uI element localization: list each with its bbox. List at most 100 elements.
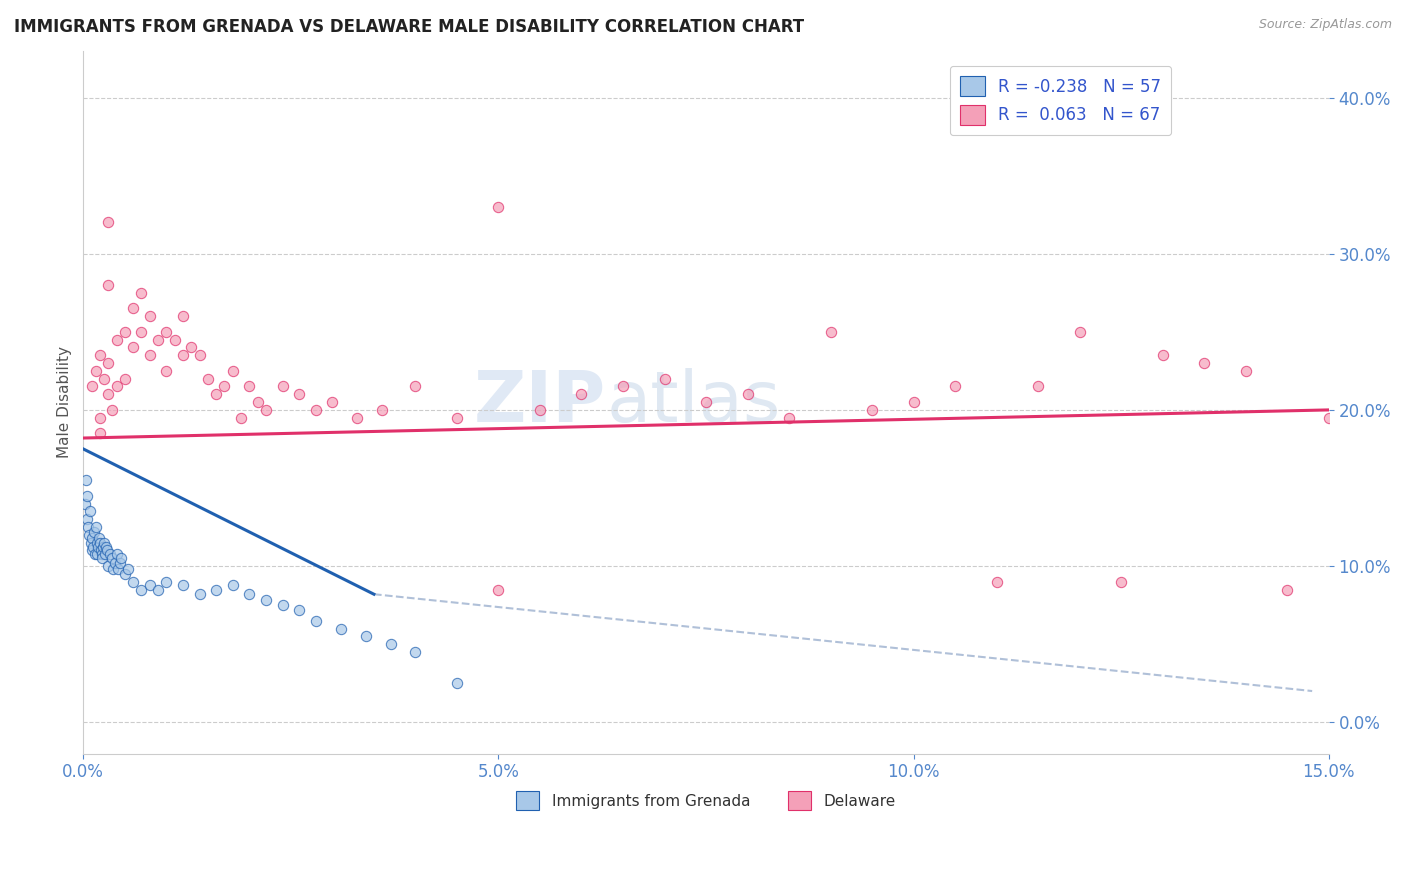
Text: Source: ZipAtlas.com: Source: ZipAtlas.com bbox=[1258, 18, 1392, 31]
Point bbox=[172, 309, 194, 323]
Point bbox=[1277, 582, 1299, 597]
Point bbox=[238, 587, 260, 601]
Point bbox=[155, 325, 177, 339]
Point bbox=[138, 348, 160, 362]
Point bbox=[197, 372, 219, 386]
Point bbox=[1317, 410, 1340, 425]
Point bbox=[571, 387, 593, 401]
Point bbox=[97, 277, 120, 292]
Point bbox=[114, 566, 136, 581]
Point bbox=[90, 543, 112, 558]
Point bbox=[97, 356, 120, 370]
Point bbox=[84, 547, 107, 561]
Point bbox=[82, 541, 104, 555]
Point bbox=[205, 582, 228, 597]
Point bbox=[114, 325, 136, 339]
Point bbox=[778, 410, 800, 425]
Text: IMMIGRANTS FROM GRENADA VS DELAWARE MALE DISABILITY CORRELATION CHART: IMMIGRANTS FROM GRENADA VS DELAWARE MALE… bbox=[14, 18, 804, 36]
Point bbox=[654, 372, 676, 386]
Point bbox=[105, 333, 128, 347]
Point bbox=[188, 587, 211, 601]
Point bbox=[108, 556, 131, 570]
Point bbox=[1192, 356, 1215, 370]
Point bbox=[612, 379, 634, 393]
Point bbox=[404, 379, 426, 393]
Point bbox=[820, 325, 842, 339]
Point bbox=[222, 578, 245, 592]
Point bbox=[488, 582, 510, 597]
Point bbox=[100, 551, 122, 566]
Point bbox=[76, 512, 98, 526]
Point bbox=[446, 676, 468, 690]
Point bbox=[96, 543, 118, 558]
Point bbox=[737, 387, 759, 401]
Point bbox=[860, 403, 883, 417]
Point bbox=[101, 562, 124, 576]
Point bbox=[89, 535, 111, 549]
Point bbox=[80, 535, 103, 549]
Point bbox=[288, 603, 311, 617]
Point bbox=[80, 379, 103, 393]
Point bbox=[110, 551, 132, 566]
Point bbox=[82, 531, 104, 545]
Point bbox=[91, 541, 114, 555]
Point bbox=[214, 379, 236, 393]
Point bbox=[138, 309, 160, 323]
Point bbox=[305, 614, 328, 628]
Point bbox=[172, 348, 194, 362]
Point bbox=[271, 379, 294, 393]
Point bbox=[138, 578, 160, 592]
Point bbox=[346, 410, 368, 425]
Point bbox=[146, 333, 169, 347]
Point bbox=[1109, 574, 1132, 589]
Point bbox=[329, 622, 352, 636]
Point bbox=[84, 520, 107, 534]
Point bbox=[155, 574, 177, 589]
Point bbox=[1152, 348, 1174, 362]
Point bbox=[246, 395, 269, 409]
Point bbox=[1026, 379, 1049, 393]
Point bbox=[354, 629, 377, 643]
Y-axis label: Male Disability: Male Disability bbox=[58, 346, 72, 458]
Point bbox=[80, 543, 103, 558]
Point bbox=[98, 547, 121, 561]
Point bbox=[87, 531, 110, 545]
Point bbox=[87, 541, 110, 555]
Point bbox=[91, 551, 114, 566]
Point bbox=[97, 215, 120, 229]
Point bbox=[101, 403, 124, 417]
Point bbox=[180, 340, 202, 354]
Point bbox=[305, 403, 328, 417]
Point bbox=[131, 325, 153, 339]
Point bbox=[104, 556, 127, 570]
Point bbox=[172, 578, 194, 592]
Text: ZIP: ZIP bbox=[474, 368, 606, 436]
Point bbox=[188, 348, 211, 362]
Point bbox=[1069, 325, 1091, 339]
Point bbox=[163, 333, 186, 347]
Point bbox=[75, 473, 97, 487]
Text: atlas: atlas bbox=[606, 368, 780, 436]
Point bbox=[73, 497, 96, 511]
Point bbox=[94, 541, 117, 555]
Point bbox=[238, 379, 260, 393]
Point bbox=[114, 372, 136, 386]
Point bbox=[86, 535, 108, 549]
Point bbox=[271, 598, 294, 612]
Point bbox=[695, 395, 717, 409]
Point bbox=[254, 593, 277, 607]
Point bbox=[122, 340, 145, 354]
Point bbox=[229, 410, 252, 425]
Point bbox=[122, 574, 145, 589]
Point bbox=[97, 559, 120, 574]
Point bbox=[380, 637, 402, 651]
Point bbox=[1234, 364, 1257, 378]
Point bbox=[83, 524, 105, 539]
Point bbox=[77, 528, 100, 542]
Point bbox=[146, 582, 169, 597]
Point bbox=[89, 426, 111, 441]
Point bbox=[84, 364, 107, 378]
Point bbox=[94, 547, 117, 561]
Point bbox=[77, 520, 100, 534]
Point bbox=[943, 379, 966, 393]
